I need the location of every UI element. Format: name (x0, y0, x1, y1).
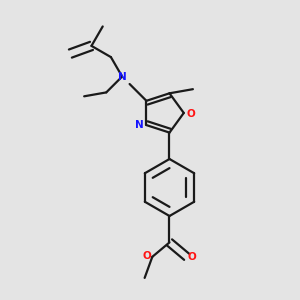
Text: O: O (186, 109, 195, 119)
Text: N: N (135, 120, 144, 130)
Text: O: O (142, 251, 151, 261)
Text: O: O (188, 252, 197, 262)
Text: N: N (118, 71, 127, 82)
